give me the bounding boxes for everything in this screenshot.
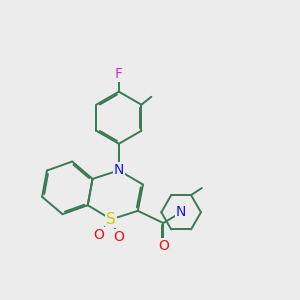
Text: O: O (113, 230, 124, 244)
Text: O: O (93, 229, 104, 242)
Text: O: O (158, 239, 169, 253)
Text: N: N (114, 164, 124, 177)
Text: N: N (114, 164, 124, 177)
Text: O: O (158, 239, 169, 253)
Text: F: F (115, 67, 123, 81)
Text: N: N (176, 205, 186, 219)
Text: S: S (106, 212, 116, 227)
Text: N: N (176, 205, 186, 219)
Text: F: F (115, 67, 123, 81)
Text: S: S (106, 212, 116, 227)
Text: O: O (93, 229, 104, 242)
Text: O: O (113, 230, 124, 244)
